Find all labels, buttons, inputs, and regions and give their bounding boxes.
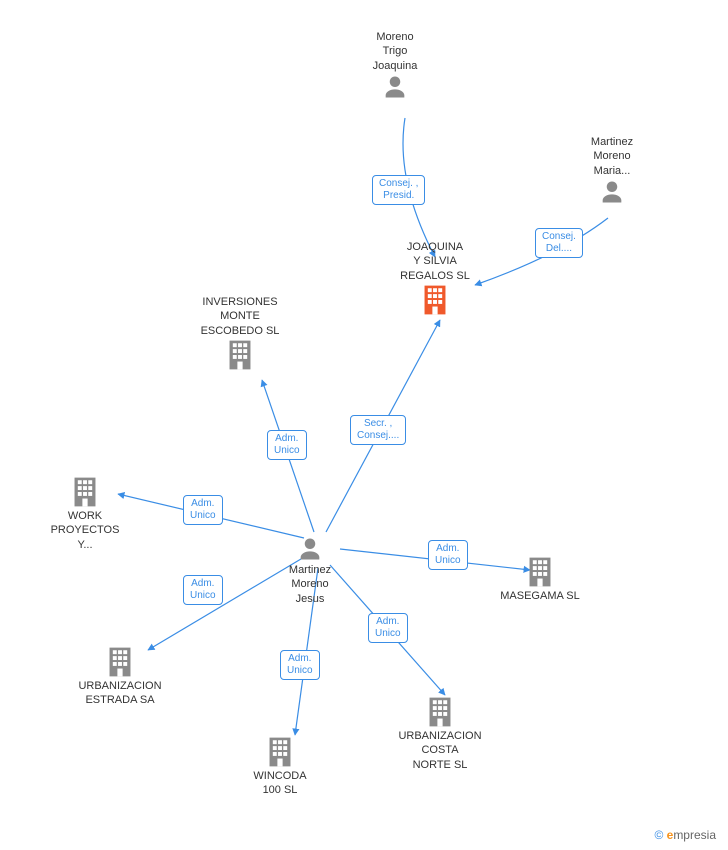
copyright-symbol: © <box>654 828 663 842</box>
building-icon <box>224 338 256 372</box>
node-label: INVERSIONES MONTE ESCOBEDO SL <box>190 295 290 338</box>
node-martinez_maria[interactable]: Martinez Moreno Maria... <box>562 135 662 206</box>
edge-label: Consej. Del.... <box>535 228 583 258</box>
edge-label: Adm. Unico <box>280 650 320 680</box>
building-icon <box>104 645 136 679</box>
edge-label: Consej. , Presid. <box>372 175 425 205</box>
edge-label: Adm. Unico <box>267 430 307 460</box>
node-wincoda[interactable]: WINCODA 100 SL <box>230 735 330 798</box>
building-icon <box>524 555 556 589</box>
edge-label: Adm. Unico <box>428 540 468 570</box>
node-masegama[interactable]: MASEGAMA SL <box>490 555 590 603</box>
node-martinez_jesus[interactable]: Martinez Moreno Jesus <box>260 535 360 606</box>
node-label: Moreno Trigo Joaquina <box>345 30 445 73</box>
person-icon <box>381 73 409 101</box>
building-icon <box>419 283 451 317</box>
node-label: MASEGAMA SL <box>490 589 590 603</box>
footer: © empresia <box>654 828 716 842</box>
brand-name: empresia <box>667 828 716 842</box>
node-label: WINCODA 100 SL <box>230 769 330 798</box>
node-label: JOAQUINA Y SILVIA REGALOS SL <box>385 240 485 283</box>
node-joaquina_silvia[interactable]: JOAQUINA Y SILVIA REGALOS SL <box>385 240 485 317</box>
building-icon <box>69 475 101 509</box>
edge-label: Adm. Unico <box>183 495 223 525</box>
person-icon <box>296 535 324 563</box>
person-icon <box>598 178 626 206</box>
edge-label: Secr. , Consej.... <box>350 415 406 445</box>
node-label: Martinez Moreno Maria... <box>562 135 662 178</box>
building-icon <box>424 695 456 729</box>
node-label: Martinez Moreno Jesus <box>260 563 360 606</box>
node-label: URBANIZACION COSTA NORTE SL <box>390 729 490 772</box>
node-moreno_trigo[interactable]: Moreno Trigo Joaquina <box>345 30 445 101</box>
edge-label: Adm. Unico <box>183 575 223 605</box>
building-icon <box>264 735 296 769</box>
node-urb_costa[interactable]: URBANIZACION COSTA NORTE SL <box>390 695 490 772</box>
node-label: URBANIZACION ESTRADA SA <box>70 679 170 708</box>
node-work_proyectos[interactable]: WORK PROYECTOS Y... <box>35 475 135 552</box>
node-inversiones[interactable]: INVERSIONES MONTE ESCOBEDO SL <box>190 295 290 372</box>
node-urb_estrada[interactable]: URBANIZACION ESTRADA SA <box>70 645 170 708</box>
edge-label: Adm. Unico <box>368 613 408 643</box>
node-label: WORK PROYECTOS Y... <box>35 509 135 552</box>
